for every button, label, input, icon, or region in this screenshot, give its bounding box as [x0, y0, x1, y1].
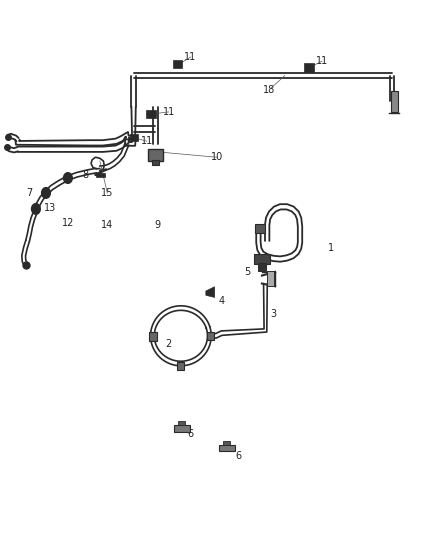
Bar: [267, 271, 274, 286]
Text: 1: 1: [328, 243, 334, 253]
Bar: [258, 263, 266, 271]
Text: 11: 11: [184, 52, 197, 62]
Text: 15: 15: [101, 188, 113, 198]
Bar: [207, 332, 214, 340]
Text: 5: 5: [244, 267, 251, 277]
Bar: [223, 441, 230, 445]
Text: 9: 9: [155, 221, 161, 230]
Text: 2: 2: [166, 339, 172, 349]
Circle shape: [32, 204, 40, 214]
Text: 6: 6: [236, 451, 242, 461]
Bar: [174, 425, 190, 432]
Text: 11: 11: [141, 136, 153, 146]
Bar: [96, 173, 105, 177]
Circle shape: [64, 173, 72, 183]
Bar: [391, 91, 398, 112]
Text: 6: 6: [187, 430, 194, 439]
Bar: [177, 362, 184, 370]
Text: 4: 4: [218, 296, 224, 306]
Bar: [255, 224, 265, 233]
Text: 18: 18: [263, 85, 276, 94]
Bar: [304, 63, 314, 72]
Text: 11: 11: [316, 56, 328, 66]
Circle shape: [42, 188, 50, 198]
Text: 14: 14: [101, 220, 113, 230]
Text: 10: 10: [211, 152, 223, 162]
Bar: [149, 332, 157, 341]
Text: 8: 8: [82, 170, 88, 180]
Bar: [152, 160, 159, 165]
Bar: [146, 110, 156, 118]
Text: 11: 11: [162, 107, 175, 117]
Bar: [219, 445, 235, 451]
Bar: [173, 60, 182, 68]
Bar: [148, 149, 163, 161]
Bar: [130, 134, 138, 141]
Bar: [178, 421, 185, 425]
Polygon shape: [206, 287, 215, 297]
Text: 12: 12: [62, 218, 74, 228]
Text: 13: 13: [44, 203, 57, 213]
Bar: [254, 254, 270, 264]
Text: 3: 3: [271, 310, 277, 319]
Text: 7: 7: [27, 189, 33, 198]
